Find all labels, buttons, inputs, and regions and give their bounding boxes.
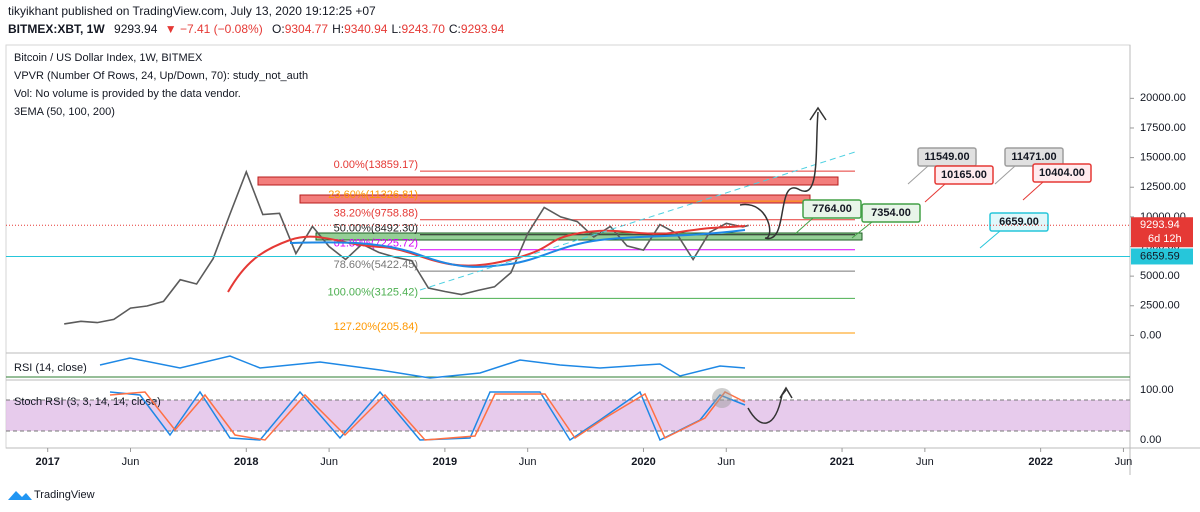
price: 9293.94	[114, 22, 158, 36]
fib-label: 23.60%(11326.81)	[328, 189, 418, 201]
x-tick-label: Jun	[916, 456, 934, 468]
callout-box	[1032, 163, 1092, 183]
ohlc-key: H:	[332, 22, 344, 36]
ohlc-line: BITMEX:XBT, 1W 9293.94 ▼ −7.41 (−0.08%) …	[8, 22, 505, 36]
footer: TradingView	[34, 489, 95, 501]
callout-label: 11471.00	[1011, 151, 1056, 163]
rsi-label: RSI (14, close)	[14, 362, 87, 374]
arrow-head	[779, 386, 793, 399]
callout-pointer	[851, 221, 873, 239]
logo	[8, 491, 32, 500]
price-plot	[64, 169, 749, 325]
callout-label: 10404.00	[1039, 167, 1085, 179]
last-price-tag	[1131, 217, 1193, 248]
y-tick-label: 5000.00	[1140, 270, 1180, 282]
last-price-label: 9293.94	[1140, 219, 1180, 231]
fib-label: 0.00%(13859.17)	[334, 159, 418, 171]
highlight	[712, 388, 732, 408]
symbol: BITMEX:XBT, 1W	[8, 22, 105, 36]
callout-pointer	[994, 165, 1016, 185]
stoch-d	[109, 391, 746, 441]
ohlc-value: 9304.77	[285, 22, 329, 36]
countdown: 6d 12h	[1148, 233, 1182, 245]
stoch-band	[6, 400, 1130, 431]
callouts: 11549.00 10165.00 11471.00 10404.00 7764.00 7…	[794, 147, 1092, 249]
ohlc-key: L:	[391, 22, 401, 36]
x-tick-label: 2019	[433, 456, 457, 468]
callout-box	[802, 199, 862, 219]
ohlc-value: 9243.70	[402, 22, 446, 36]
ema-50	[227, 225, 746, 293]
callout-label: 7764.00	[812, 203, 852, 215]
callout-label: 11549.00	[924, 151, 969, 163]
y-tick-label: 0.00	[1140, 329, 1161, 341]
rsi-line	[99, 355, 746, 379]
fib-levels: 0.00%(13859.17) 23.60%(11326.81) 38.20%(97…	[327, 159, 855, 334]
arrow-head	[809, 106, 827, 121]
callout-box	[861, 203, 921, 223]
x-tick-label: Jun	[320, 456, 338, 468]
x-tick-label: 2022	[1028, 456, 1052, 468]
legend-line: VPVR (Number Of Rows, 24, Up/Down, 70): …	[14, 70, 308, 82]
y-tick-label: 17500.00	[1140, 122, 1186, 134]
x-tick-label: Jun	[717, 456, 735, 468]
ohlc-value: 9293.94	[461, 22, 505, 36]
stoch-axis-label: 100.00	[1140, 384, 1174, 396]
ema-100	[289, 229, 746, 268]
callout-box	[934, 165, 994, 185]
change: ▼ −7.41 (−0.08%)	[165, 22, 263, 36]
support-label: 6659.59	[1140, 250, 1180, 262]
stoch-label: Stoch RSI (3, 3, 14, 14, close)	[14, 396, 161, 408]
fib-label: 61.80%(7225.72)	[334, 238, 418, 250]
fib-label: 38.20%(9758.88)	[334, 208, 418, 220]
callout-label: 7354.00	[871, 207, 911, 219]
y-tick-label: 20000.00	[1140, 92, 1186, 104]
fib-label: 50.00%(8492.30)	[334, 223, 418, 235]
x-tick-label: 2018	[234, 456, 258, 468]
callout-label: 6659.00	[999, 216, 1039, 228]
x-tick-label: Jun	[519, 456, 537, 468]
legend-line: Vol: No volume is provided by the data v…	[14, 88, 241, 100]
x-tick-label: Jun	[122, 456, 140, 468]
callout-pointer	[924, 183, 946, 203]
fib-label: 100.00%(3125.42)	[327, 286, 418, 298]
callout-label: 10165.00	[941, 169, 987, 181]
fib-label: 127.20%(205.84)	[334, 321, 418, 333]
x-tick-label: 2017	[35, 456, 59, 468]
legend-line: Bitcoin / US Dollar Index, 1W, BITMEX	[14, 52, 203, 64]
fib-label: 78.60%(5422.45)	[334, 259, 418, 271]
callout-pointer	[907, 165, 929, 185]
y-tick-label: 2500.00	[1140, 300, 1180, 312]
callout-box	[989, 212, 1049, 232]
published: tikyikhant published on TradingView.com,…	[8, 4, 376, 18]
stoch-axis-label: 0.00	[1140, 434, 1161, 446]
ohlc-key: C:	[449, 22, 461, 36]
ohlc-key: O:	[272, 22, 285, 36]
trend-line	[419, 151, 856, 291]
callout-pointer	[794, 217, 814, 235]
callout-pointer	[979, 230, 1001, 249]
support-tag	[1131, 248, 1193, 265]
ohlc-value: 9340.94	[344, 22, 388, 36]
y-tick-label: 12500.00	[1140, 181, 1186, 193]
callout-pointer	[1022, 181, 1044, 201]
resistance-zone	[257, 176, 839, 186]
ohlc: O:9304.77 H:9340.94 L:9243.70 C:9293.94	[272, 22, 505, 36]
price-line	[64, 169, 749, 325]
x-tick-label: 2021	[830, 456, 854, 468]
x-tick-label: 2020	[631, 456, 655, 468]
y-tick-label: 15000.00	[1140, 152, 1186, 164]
x-tick-label: Jun	[1115, 456, 1133, 468]
resistance-zone	[299, 194, 811, 204]
legend-line: 3EMA (50, 100, 200)	[14, 106, 115, 118]
